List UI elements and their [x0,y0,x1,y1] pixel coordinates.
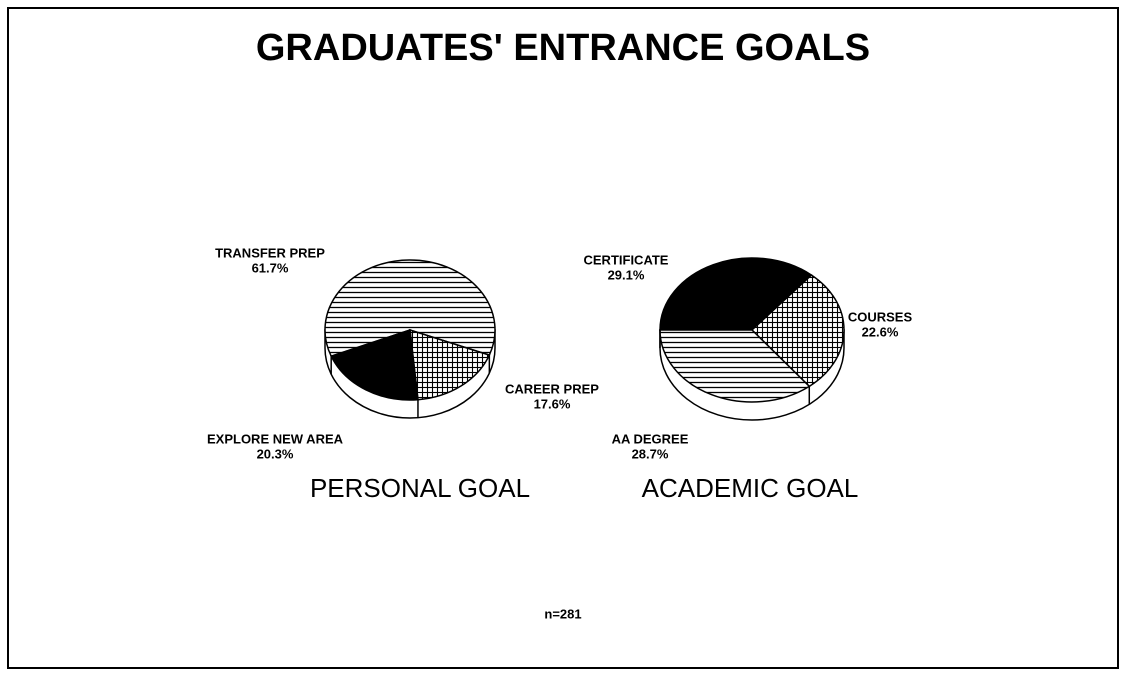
frame [7,7,1119,669]
chart-title: GRADUATES' ENTRANCE GOALS [256,27,870,69]
slice-value-label: 28.7% [632,446,669,461]
pie-slice [659,329,811,403]
slice-label: COURSES [848,309,913,324]
pie-slice [409,328,491,401]
note: n=281 [544,606,581,621]
slice-label: AA DEGREE [612,431,689,446]
slice-value-label: 29.1% [608,267,645,282]
slice-label: EXPLORE NEW AREA [207,431,344,446]
pie-slice [750,274,845,388]
slice-value-label: 22.6% [862,324,899,339]
slice-label: CERTIFICATE [584,252,669,267]
slice-value-label: 17.6% [534,396,571,411]
pie-slice [324,259,496,358]
slice-value-label: 61.7% [252,260,289,275]
pie-title: ACADEMIC GOAL [642,473,859,503]
slice-value-label: 20.3% [257,446,294,461]
pie-slice [330,328,419,401]
slice-label: CAREER PREP [505,381,599,396]
pie-title: PERSONAL GOAL [310,473,530,503]
pie-slice [659,257,813,331]
slice-label: TRANSFER PREP [215,245,325,260]
